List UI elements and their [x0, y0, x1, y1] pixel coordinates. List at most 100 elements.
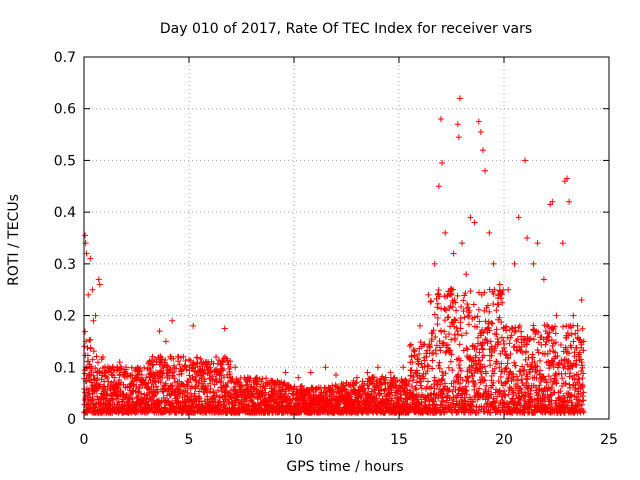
background-point: [194, 360, 201, 367]
data-point: [456, 95, 463, 102]
background-point: [432, 333, 439, 340]
background-point: [427, 344, 434, 351]
background-point: [543, 379, 550, 386]
background-point: [413, 379, 420, 386]
background-point: [579, 407, 586, 414]
background-point: [213, 354, 220, 361]
background-point: [476, 349, 483, 356]
background-point: [403, 400, 410, 407]
background-point: [514, 377, 521, 384]
background-point: [523, 341, 530, 348]
background-point: [553, 379, 560, 386]
background-point: [93, 353, 100, 360]
background-point: [522, 391, 529, 398]
background-point: [434, 304, 441, 311]
background-point: [499, 299, 506, 306]
background-point: [572, 330, 579, 337]
y-tick-label: 0.2: [54, 309, 76, 325]
background-point: [463, 345, 470, 352]
background-point: [201, 376, 208, 383]
background-point: [433, 350, 440, 357]
background-point: [530, 336, 537, 343]
background-point: [580, 347, 587, 354]
background-point: [420, 375, 427, 382]
background-point: [468, 362, 475, 369]
background-point: [435, 287, 442, 294]
background-point: [529, 354, 536, 361]
x-tick-label: 0: [80, 432, 89, 448]
background-point: [427, 298, 434, 305]
background-point: [424, 347, 431, 354]
background-point: [503, 323, 510, 330]
background-point: [155, 397, 162, 404]
background-point: [446, 386, 453, 393]
background-point: [143, 374, 150, 381]
background-point: [499, 397, 506, 404]
y-tick-label: 0.4: [54, 205, 76, 221]
background-point: [548, 384, 555, 391]
background-point: [447, 347, 454, 354]
background-point: [476, 385, 483, 392]
background-point: [508, 324, 515, 331]
background-point: [91, 404, 98, 411]
background-point: [139, 397, 146, 404]
background-point: [533, 368, 540, 375]
background-point: [94, 375, 101, 382]
background-point: [441, 317, 448, 324]
background-point: [456, 365, 463, 372]
grid-lines: [84, 57, 609, 419]
background-point: [258, 378, 265, 385]
background-point: [88, 379, 95, 386]
background-point: [426, 343, 433, 350]
background-point: [389, 395, 396, 402]
background-point: [548, 402, 555, 409]
background-point: [560, 323, 567, 330]
background-point: [172, 365, 179, 372]
background-point: [129, 372, 136, 379]
data-point: [408, 353, 415, 360]
data-point: [156, 328, 163, 335]
background-point: [198, 398, 205, 405]
background-point: [461, 394, 468, 401]
background-point: [485, 318, 492, 325]
background-point: [556, 360, 563, 367]
data-point: [515, 214, 522, 221]
background-point: [481, 363, 488, 370]
background-point: [206, 399, 213, 406]
background-point: [552, 330, 559, 337]
background-point: [463, 402, 470, 409]
background-point: [498, 291, 505, 298]
background-point: [486, 308, 493, 315]
background-point: [361, 380, 368, 387]
data-point: [333, 372, 339, 379]
background-point: [534, 363, 541, 370]
background-point: [365, 385, 372, 392]
plot-frame: [83, 56, 610, 420]
background-point: [540, 376, 547, 383]
background-point: [512, 327, 519, 334]
background-point: [472, 360, 479, 367]
data-point: [454, 121, 461, 128]
background-point: [514, 347, 521, 354]
background-point: [457, 357, 464, 364]
background-point: [568, 392, 575, 399]
background-point: [266, 382, 273, 389]
background-point: [191, 368, 198, 375]
data-point: [505, 286, 512, 293]
background-point: [254, 374, 261, 381]
background-point: [543, 338, 550, 345]
background-point: [500, 338, 507, 345]
data-point: [549, 198, 556, 205]
background-point: [444, 341, 451, 348]
background-point: [228, 394, 235, 401]
background-point: [207, 385, 214, 392]
background-point: [223, 384, 230, 391]
background-point: [275, 398, 282, 405]
data-point: [259, 387, 266, 394]
background-point: [516, 344, 523, 351]
background-point: [378, 386, 385, 393]
background-point: [410, 390, 417, 397]
background-point: [573, 361, 580, 368]
data-point: [448, 286, 455, 293]
background-point: [490, 398, 497, 405]
